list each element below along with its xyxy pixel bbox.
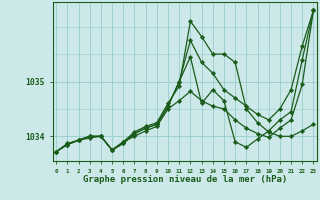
- X-axis label: Graphe pression niveau de la mer (hPa): Graphe pression niveau de la mer (hPa): [83, 175, 287, 184]
